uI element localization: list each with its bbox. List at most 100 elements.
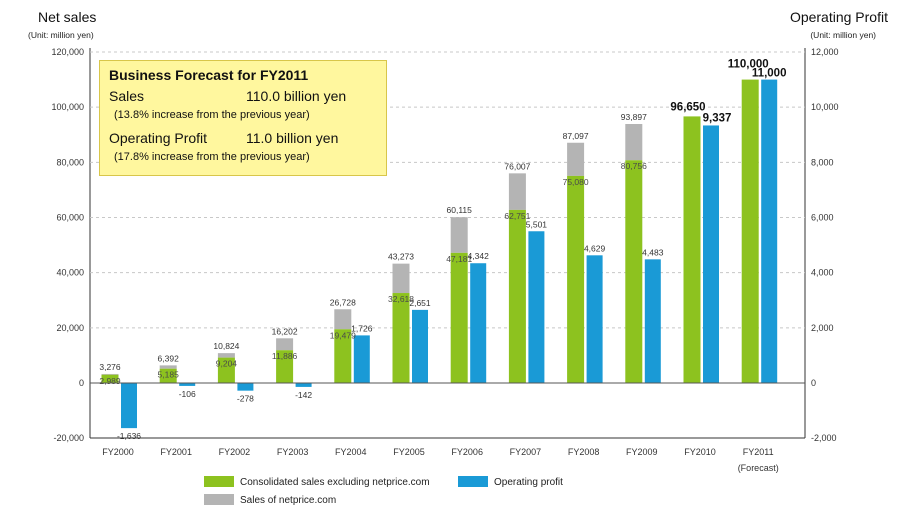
left-tick-label: 20,000	[56, 323, 84, 333]
bar-operating-profit	[179, 383, 196, 386]
category-label: FY2005	[393, 447, 425, 457]
category-label: FY2008	[568, 447, 600, 457]
bar-operating-profit	[237, 383, 254, 391]
label-consolidated: 11,886	[272, 351, 298, 361]
category-label: FY2010	[684, 447, 716, 457]
right-tick-label: 6,000	[811, 213, 834, 223]
left-axis-title: Net sales	[38, 9, 96, 25]
label-consolidated: 19,479	[330, 330, 356, 340]
bars	[101, 79, 778, 429]
bar-consolidated	[392, 293, 410, 383]
legend-label-operating-profit: Operating profit	[494, 477, 563, 488]
bar-netprice	[334, 309, 352, 330]
category-labels: FY2000 FY2001 FY2002 FY2003 FY2004 FY2005 FY20…	[102, 447, 778, 473]
bar-operating-profit	[470, 263, 487, 383]
forecast-title: Business Forecast for FY2011	[109, 67, 309, 83]
left-tick-label: 60,000	[56, 213, 84, 223]
category-label: FY2009	[626, 447, 658, 457]
forecast-profit-row: Operating Profit 11.0 billion yen	[109, 130, 386, 151]
bar-operating-profit	[586, 255, 603, 383]
label-netprice: 26,728	[330, 297, 356, 307]
label-profit: 5,501	[526, 219, 548, 229]
label-netprice: 16,202	[272, 326, 298, 336]
right-axis-unit: (Unit: million yen)	[810, 30, 876, 40]
legend-swatch-netprice	[204, 494, 234, 505]
label-profit: 1,726	[351, 323, 373, 333]
left-tick-label: -20,000	[53, 433, 84, 443]
legend-swatch-operating-profit	[458, 476, 488, 487]
right-tick-label: 8,000	[811, 157, 834, 167]
label-consolidated: 32,618	[388, 294, 414, 304]
category-label: FY2001	[160, 447, 192, 457]
bar-consolidated	[741, 79, 759, 383]
bar-consolidated	[625, 160, 643, 383]
forecast-profit-value: 11.0 billion yen	[246, 130, 339, 146]
bar-netprice	[450, 217, 468, 253]
bar-operating-profit	[528, 231, 545, 383]
right-tick-label: 4,000	[811, 268, 834, 278]
category-label: FY2003	[277, 447, 309, 457]
data-labels: 3,276 2,989 -1,636 6,392 5,185 -106 10,824 9,20…	[99, 59, 786, 442]
label-consolidated: 9,204	[216, 359, 238, 369]
label-profit-highlight: 9,337	[703, 112, 732, 124]
label-profit: 4,342	[468, 251, 490, 261]
label-profit: -278	[237, 394, 254, 404]
label-netprice: 87,097	[563, 131, 589, 141]
bar-operating-profit	[644, 259, 661, 383]
forecast-sales-row: Sales 110.0 billion yen	[109, 88, 386, 109]
left-tick-label: 100,000	[51, 102, 84, 112]
legend-swatch-consolidated	[204, 476, 234, 487]
label-profit: 4,629	[584, 243, 606, 253]
bar-operating-profit	[761, 79, 778, 383]
bar-consolidated	[508, 209, 526, 383]
bar-netprice	[567, 142, 585, 176]
bar-netprice	[276, 338, 294, 351]
legend-label-netprice: Sales of netprice.com	[240, 495, 336, 506]
right-axis-title: Operating Profit	[790, 9, 888, 25]
bar-consolidated	[276, 350, 294, 383]
label-profit: -142	[295, 390, 312, 400]
category-note: (Forecast)	[738, 463, 779, 473]
label-profit-highlight: 11,000	[752, 68, 787, 80]
right-tick-label: 10,000	[811, 102, 839, 112]
right-tick-label: 2,000	[811, 323, 834, 333]
left-tick-label: 120,000	[51, 47, 84, 57]
bar-netprice	[101, 373, 119, 375]
bar-consolidated	[159, 368, 177, 383]
bar-consolidated	[450, 252, 468, 383]
bar-operating-profit	[412, 309, 428, 383]
bar-consolidated	[567, 175, 585, 383]
label-consolidated: 2,989	[99, 376, 121, 386]
bar-consolidated	[683, 116, 701, 384]
label-netprice: 43,273	[388, 252, 414, 262]
right-tick-label: 0	[811, 378, 816, 388]
label-netprice: 10,824	[213, 341, 239, 351]
label-profit: -106	[179, 389, 196, 399]
category-label: FY2007	[510, 447, 542, 457]
legend-label-consolidated: Consolidated sales excluding netprice.co…	[240, 477, 430, 488]
label-sales-highlight: 110,000	[728, 59, 769, 71]
left-tick-label: 80,000	[56, 157, 84, 167]
bar-consolidated	[101, 374, 119, 383]
category-label: FY2006	[451, 447, 483, 457]
bar-operating-profit	[295, 383, 312, 387]
bar-netprice	[392, 263, 410, 294]
label-netprice: 3,276	[99, 362, 121, 372]
forecast-profit-note: (17.8% increase from the previous year)	[114, 151, 310, 163]
bar-operating-profit	[703, 125, 719, 384]
left-tick-label: 0	[79, 378, 84, 388]
label-netprice: 93,897	[621, 112, 647, 122]
label-netprice: 6,392	[158, 353, 180, 363]
forecast-profit-label: Operating Profit	[109, 130, 208, 146]
category-label: FY2004	[335, 447, 367, 457]
bar-consolidated	[217, 357, 235, 383]
label-consolidated: 5,185	[158, 370, 180, 380]
bar-consolidated	[334, 329, 352, 383]
right-tick-label: -2,000	[811, 433, 837, 443]
forecast-sales-value: 110.0 billion yen	[246, 88, 347, 104]
bar-operating-profit	[121, 383, 137, 429]
forecast-box: Business Forecast for FY2011 Sales 110.0…	[99, 60, 387, 176]
forecast-sales-note: (13.8% increase from the previous year)	[114, 109, 310, 121]
left-tick-label: 40,000	[56, 268, 84, 278]
